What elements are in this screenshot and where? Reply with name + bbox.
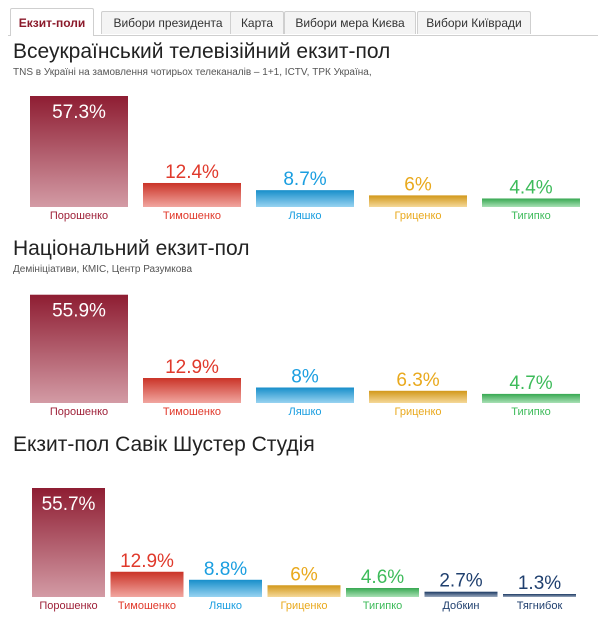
category-label-tyahnybok: Тягнибок (517, 600, 563, 612)
category-label-poroshenko: Порошенко (39, 600, 97, 612)
bar-poroshenko (30, 96, 128, 207)
category-label-tymoshenko: Тимошенко (163, 406, 221, 418)
category-label-lyashko: Ляшко (209, 600, 242, 612)
tab-kyiv-mayor-election[interactable]: Вибори мера Києва (284, 11, 416, 34)
value-label-tyahnybok: 1.3% (518, 573, 561, 594)
section-subtitle: TNS в Україні на замовлення чотирьох тел… (13, 67, 372, 78)
category-label-tymoshenko: Тимошенко (163, 210, 221, 222)
tab-bar: Екзит-поли Вибори президента Карта Вибор… (8, 8, 598, 36)
bar-tymoshenko (110, 571, 184, 597)
tab-exit-polls[interactable]: Екзит-поли (10, 8, 94, 36)
category-label-hrytsenko: Гриценко (394, 406, 441, 418)
value-label-lyashko: 8.7% (283, 169, 326, 190)
category-label-tihipko: Тигипко (363, 600, 403, 612)
value-label-lyashko: 8.8% (204, 559, 247, 580)
bar-hrytsenko (369, 195, 467, 207)
value-label-tihipko: 4.7% (509, 373, 552, 394)
bar-tymoshenko (143, 378, 241, 403)
section-title: Національний екзит-пол (13, 237, 250, 260)
category-label-hrytsenko: Гриценко (280, 600, 327, 612)
exit-poll-chart-3: 55.7% Порошенко 12.9% Тимошенко 8.8% Ляшко 6% Г… (32, 488, 576, 612)
section-title: Екзит-пол Савік Шустер Студія (13, 433, 315, 456)
value-label-hrytsenko: 6% (290, 564, 318, 585)
exit-poll-chart-1: 57.3% Порошенко 12.4% Тимошенко 8.7% Ляшко 6% Г… (30, 96, 580, 222)
bar-lyashko (189, 579, 262, 597)
value-label-hrytsenko: 6.3% (396, 370, 439, 391)
section-title: Всеукраїнський телевізійний екзит-пол (13, 40, 391, 63)
bar-tihipko (482, 393, 580, 403)
category-label-tihipko: Тигипко (511, 406, 551, 418)
bar-tihipko (346, 587, 419, 597)
value-label-dobkin: 2.7% (439, 571, 482, 592)
bar-tymoshenko (143, 182, 241, 207)
value-label-tihipko: 4.6% (361, 567, 404, 588)
value-label-poroshenko: 55.9% (52, 301, 106, 322)
category-label-poroshenko: Порошенко (50, 210, 108, 222)
bar-lyashko (256, 387, 354, 403)
value-label-poroshenko: 57.3% (52, 102, 106, 123)
category-label-dobkin: Добкин (442, 600, 479, 612)
bar-dobkin (424, 591, 498, 597)
exit-poll-chart-2: 55.9% Порошенко 12.9% Тимошенко 8% Ляшко 6.3% Г… (30, 294, 580, 418)
bar-hrytsenko (369, 390, 467, 403)
value-label-tihipko: 4.4% (509, 177, 552, 198)
tab-kyiv-council-election[interactable]: Вибори Київради (417, 11, 531, 34)
category-label-hrytsenko: Гриценко (394, 210, 441, 222)
category-label-tihipko: Тигипко (511, 210, 551, 222)
bar-poroshenko (32, 488, 105, 597)
bar-tihipko (482, 198, 580, 207)
category-label-tymoshenko: Тимошенко (118, 600, 176, 612)
bar-hrytsenko (267, 585, 341, 597)
category-label-poroshenko: Порошенко (50, 406, 108, 418)
bar-lyashko (256, 190, 354, 207)
tab-presidential-election[interactable]: Вибори президента (101, 11, 235, 34)
value-label-lyashko: 8% (291, 367, 319, 388)
value-label-tymoshenko: 12.4% (165, 162, 219, 183)
category-label-lyashko: Ляшко (288, 210, 321, 222)
section-subtitle: Демініціативи, КМІС, Центр Разумкова (13, 264, 193, 275)
bar-tyahnybok (503, 594, 576, 597)
tab-map[interactable]: Карта (230, 11, 284, 34)
bar-poroshenko (30, 294, 128, 403)
value-label-poroshenko: 55.7% (42, 494, 96, 515)
value-label-tymoshenko: 12.9% (165, 357, 219, 378)
category-label-lyashko: Ляшко (288, 406, 321, 418)
value-label-tymoshenko: 12.9% (120, 551, 174, 572)
value-label-hrytsenko: 6% (404, 174, 432, 195)
